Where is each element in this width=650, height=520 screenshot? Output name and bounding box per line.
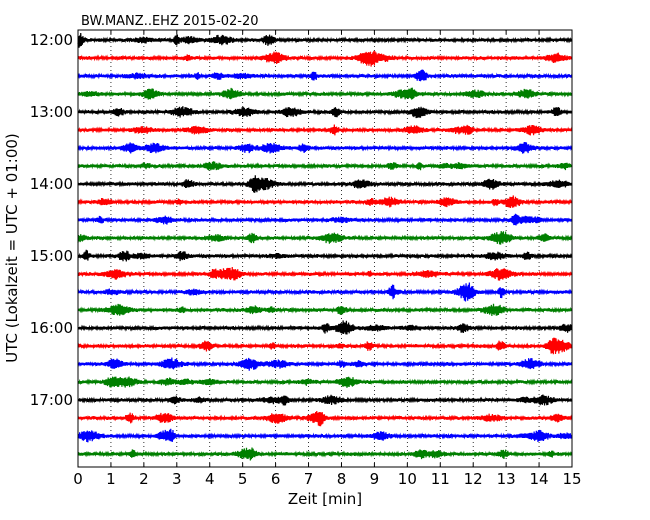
x-tick-label: 9: [370, 470, 380, 488]
x-tick-label: 14: [530, 470, 549, 488]
y-tick-label: 14:00: [30, 175, 73, 193]
x-tick-label: 8: [337, 470, 347, 488]
seismic-trace: [77, 266, 573, 281]
x-grid: [110, 30, 540, 467]
x-axis-label: Zeit [min]: [288, 490, 362, 508]
y-tick-labels: 12:00 13:00 14:00 15:00 16:00 17:00: [30, 31, 73, 409]
seismic-trace: [77, 231, 573, 245]
seismic-trace: [77, 320, 573, 335]
trace-group: [77, 32, 573, 461]
seismic-trace: [77, 410, 573, 427]
x-tick-label: 10: [398, 470, 417, 488]
x-tick-label: 5: [238, 470, 248, 488]
seismic-trace: [77, 213, 573, 226]
seismic-trace: [77, 394, 573, 406]
x-tick-label: 3: [172, 470, 182, 488]
seismic-trace: [77, 175, 573, 193]
x-tick-label: 7: [304, 470, 314, 488]
y-tick-label: 13:00: [30, 103, 73, 121]
seismic-trace: [77, 428, 573, 443]
x-tick-labels: 0 1 2 3 4 5 6 7 8 9 10 11 12 13 14 15: [73, 470, 581, 488]
seismic-trace: [77, 50, 573, 67]
y-axis-label: UTC (Lokalzeit = UTC + 01:00): [3, 133, 21, 363]
seismic-trace: [77, 124, 573, 136]
seismic-trace: [77, 32, 573, 48]
seismic-trace: [77, 161, 573, 171]
seismic-trace: [77, 337, 573, 355]
seismic-trace: [77, 303, 573, 316]
plot-area: [78, 30, 572, 467]
x-tick-label: 15: [562, 470, 581, 488]
chart-title: BW.MANZ..EHZ 2015-02-20: [81, 14, 259, 29]
seismic-trace: [77, 69, 573, 82]
seismic-trace: [77, 357, 573, 371]
seismic-trace: [77, 106, 573, 119]
y-tick-label: 16:00: [30, 319, 73, 337]
y-tick-label: 17:00: [30, 391, 73, 409]
seismic-trace: [77, 141, 573, 154]
x-tick-label: 11: [431, 470, 450, 488]
seismic-trace: [77, 447, 573, 461]
x-tick-label: 6: [271, 470, 281, 488]
x-tick-label: 2: [139, 470, 149, 488]
y-tick-label: 15:00: [30, 247, 73, 265]
x-tick-label: 13: [497, 470, 516, 488]
seismic-trace: [77, 282, 573, 302]
x-tick-label: 12: [464, 470, 483, 488]
seismic-trace: [77, 195, 573, 208]
x-tick-label: 0: [73, 470, 83, 488]
seismic-trace: [77, 87, 573, 100]
seismic-trace: [77, 249, 573, 262]
seismic-trace: [77, 376, 573, 388]
y-tick-label: 12:00: [30, 31, 73, 49]
x-tick-label: 1: [106, 470, 116, 488]
x-tick-label: 4: [205, 470, 215, 488]
plot-frame: [77, 29, 573, 468]
